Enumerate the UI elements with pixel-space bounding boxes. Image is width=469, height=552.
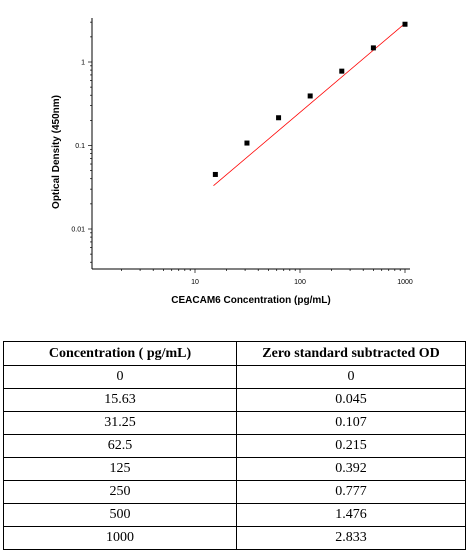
- header-concentration: Concentration ( pg/mL): [3, 341, 237, 366]
- y-tick-label: 0.01: [71, 227, 85, 234]
- data-point: [370, 45, 376, 51]
- y-tick-label: 1: [81, 60, 85, 67]
- cell-concentration: 250: [3, 480, 237, 504]
- cell-od: 0.107: [236, 411, 466, 435]
- data-table-container: Concentration ( pg/mL) Zero standard sub…: [3, 341, 466, 550]
- table-row: 62.5 0.215: [3, 434, 466, 458]
- table-header-row: Concentration ( pg/mL) Zero standard sub…: [3, 341, 466, 366]
- x-tick-label: 1000: [397, 279, 413, 286]
- header-od: Zero standard subtracted OD: [236, 341, 466, 366]
- cell-concentration: 1000: [3, 526, 237, 550]
- y-tick-label: 0.1: [75, 143, 85, 150]
- chart: 0.01 0.1 1 10 100 1000 CEACAM6 Concentration…: [51, 18, 413, 306]
- cell-concentration: 0: [3, 365, 237, 389]
- cell-concentration: 15.63: [3, 388, 237, 412]
- cell-od: 0.045: [236, 388, 466, 412]
- cell-od: 0.777: [236, 480, 466, 504]
- x-tick-label: 10: [191, 279, 199, 286]
- data-point: [307, 93, 313, 99]
- data-table: Concentration ( pg/mL) Zero standard sub…: [3, 341, 466, 550]
- cell-concentration: 31.25: [3, 411, 237, 435]
- table-row: 500 1.476: [3, 503, 466, 527]
- data-point: [244, 140, 250, 146]
- data-point: [276, 115, 282, 121]
- data-point: [339, 68, 345, 74]
- cell-od: 1.476: [236, 503, 466, 527]
- table-row: 15.63 0.045: [3, 388, 466, 412]
- data-point: [212, 171, 218, 177]
- x-tick-label: 100: [294, 279, 306, 286]
- table-row: 250 0.777: [3, 480, 466, 504]
- table-row: 31.25 0.107: [3, 411, 466, 435]
- cell-od: 0.215: [236, 434, 466, 458]
- table-row: 1000 2.833: [3, 526, 466, 550]
- y-axis-title: Optical Density (450nm): [51, 95, 62, 209]
- cell-od: 0: [236, 365, 466, 389]
- x-axis-title: CEACAM6 Concentration (pg/mL): [171, 295, 330, 306]
- cell-od: 0.392: [236, 457, 466, 481]
- cell-concentration: 62.5: [3, 434, 237, 458]
- data-point: [402, 21, 408, 27]
- fit-line: [213, 23, 406, 187]
- cell-concentration: 500: [3, 503, 237, 527]
- cell-concentration: 125: [3, 457, 237, 481]
- table-row: 125 0.392: [3, 457, 466, 481]
- cell-od: 2.833: [236, 526, 466, 550]
